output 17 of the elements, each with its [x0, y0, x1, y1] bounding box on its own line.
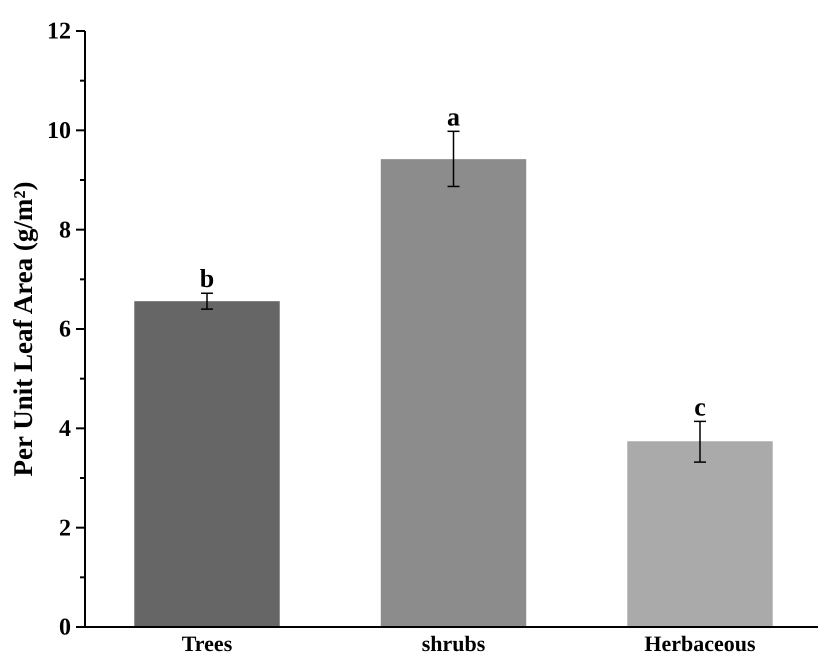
- y-tick-label: 2: [59, 515, 71, 542]
- y-tick-label: 6: [59, 316, 71, 343]
- x-tick-label: shrubs: [422, 630, 486, 656]
- y-tick-label: 0: [59, 614, 71, 641]
- bar: [627, 441, 773, 627]
- annotation: b: [200, 264, 214, 294]
- y-tick-label: 12: [47, 18, 71, 45]
- y-tick-label: 8: [59, 217, 71, 244]
- x-tick-label: Herbaceous: [644, 630, 756, 656]
- annotation: a: [447, 102, 460, 132]
- y-tick-label: 10: [47, 118, 71, 144]
- y-axis-title: Per Unit Leaf Area (g/m²): [8, 181, 38, 477]
- y-tick-label: 4: [59, 416, 71, 442]
- annotation: c: [694, 392, 706, 422]
- bar: [380, 159, 526, 627]
- x-tick-label: Trees: [182, 630, 233, 656]
- bar: [134, 301, 280, 627]
